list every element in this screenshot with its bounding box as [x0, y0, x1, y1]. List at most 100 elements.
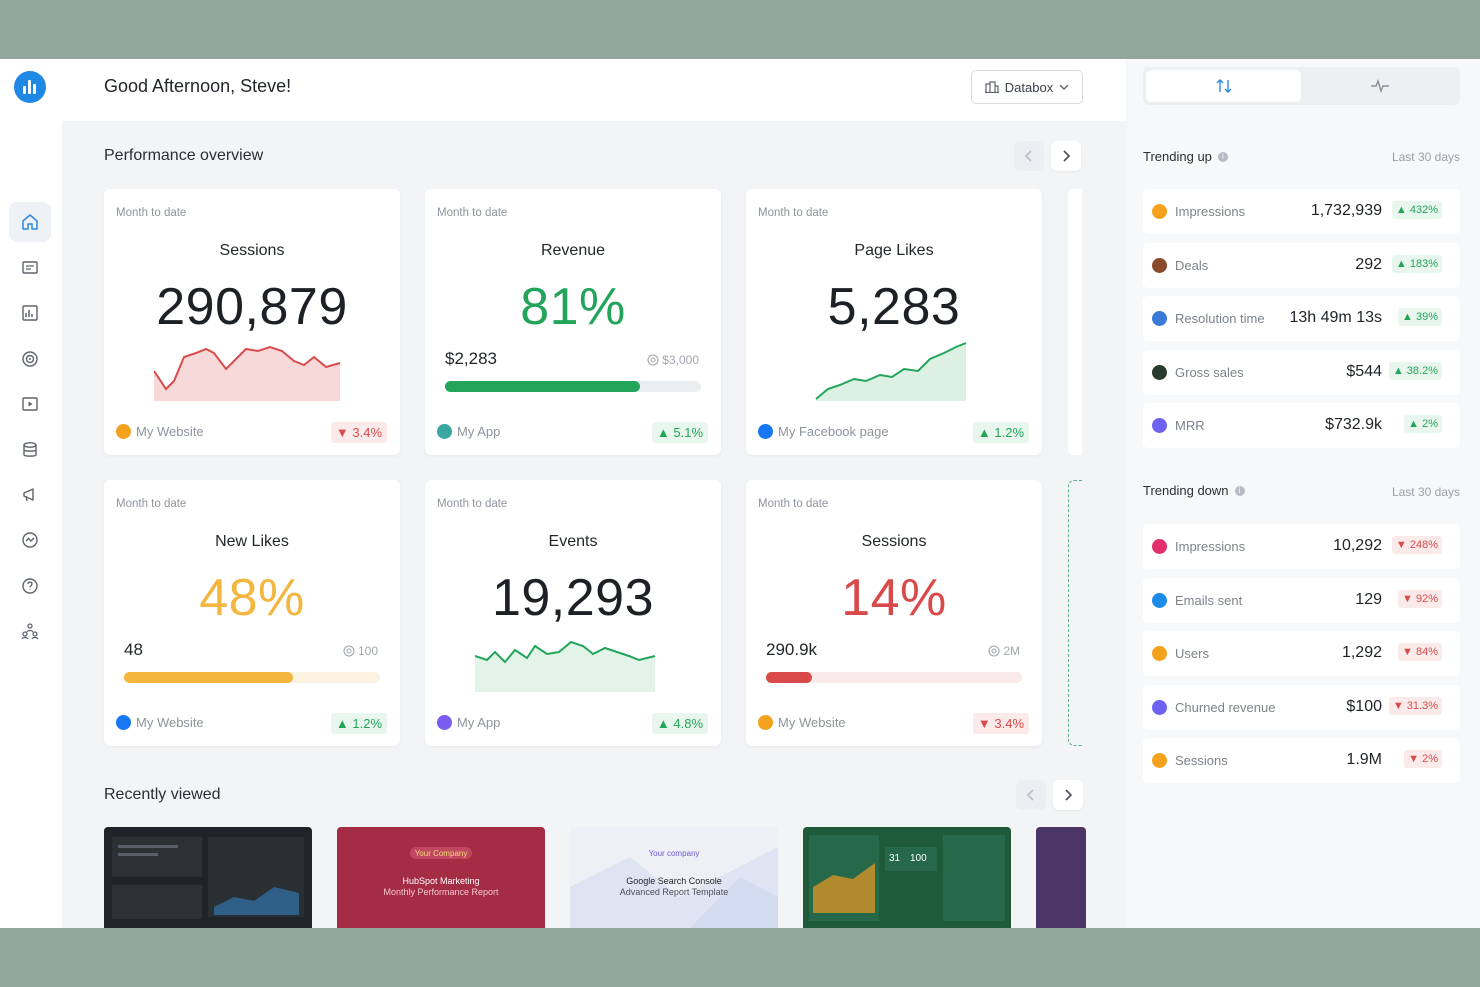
goal-target: 2M: [988, 644, 1020, 658]
recent-next-button[interactable]: [1053, 780, 1083, 810]
sidebar-item-metrics[interactable]: [9, 520, 51, 560]
trend-label: Impressions: [1175, 204, 1246, 219]
metric-card[interactable]: Month to date Page Likes 5,283 My Facebook …: [746, 189, 1042, 455]
goal-value: $3,000: [662, 353, 699, 367]
metric-card[interactable]: Month to date Revenue 81% $2,283 $3,000 My Ap…: [425, 189, 721, 455]
trend-label: Emails sent: [1175, 592, 1243, 608]
source-icon: [1152, 257, 1167, 273]
performance-prev-button[interactable]: [1014, 141, 1044, 171]
sparkline: [154, 345, 341, 401]
trend-row[interactable]: Sessions 1.9M ▼ 2%: [1143, 738, 1460, 784]
chevron-left-icon: [1025, 150, 1032, 162]
trend-label: Deals: [1175, 257, 1209, 273]
trend-value: 1,292: [1341, 644, 1382, 662]
trend-circle-icon: [22, 532, 38, 548]
performance-overview-title: Performance overview: [104, 147, 264, 164]
goal-value: 100: [357, 644, 378, 658]
trend-row[interactable]: Impressions 1,732,939 ▲ 432%: [1143, 189, 1460, 234]
metric-period: Month to date: [116, 207, 187, 219]
sidebar-item-presentations[interactable]: [9, 384, 51, 424]
databox-logo[interactable]: [14, 71, 46, 103]
sparkline-area: [475, 642, 655, 692]
sidebar: [0, 59, 62, 928]
trend-row[interactable]: Impressions 10,292 ▼ 248%: [1143, 524, 1460, 569]
play-icon: [22, 397, 38, 411]
source-icon: [758, 424, 773, 439]
metric-period: Month to date: [437, 498, 508, 510]
metric-card[interactable]: Month to date Events 19,293 My App ▲ 4.8%: [425, 480, 721, 746]
trend-row[interactable]: Users 1,292 ▼ 84%: [1143, 631, 1460, 677]
metric-value: 14%: [841, 569, 947, 627]
sidebar-item-home[interactable]: [9, 202, 51, 242]
target-icon: [22, 351, 38, 367]
change-badge: ▼ 3.4%: [330, 422, 387, 443]
trend-delta: ▲ 432%: [1391, 201, 1442, 219]
sidebar-item-reports[interactable]: [9, 293, 51, 333]
trend-row[interactable]: MRR $732.9k ▲ 2%: [1143, 403, 1460, 449]
sparkline-area: [816, 343, 966, 401]
trend-row[interactable]: Emails sent 129 ▼ 92%: [1143, 577, 1460, 623]
trend-delta: ▼ 2%: [1404, 750, 1442, 769]
trend-delta: ▲ 2%: [1404, 415, 1442, 434]
metric-card[interactable]: Month to date New Likes 48% 48 100 My Website…: [104, 480, 400, 746]
sidebar-item-dashboards[interactable]: [9, 248, 51, 288]
sidebar-item-datasets[interactable]: [9, 430, 51, 470]
source-icon: [437, 424, 452, 439]
sidebar-item-team[interactable]: [9, 611, 51, 651]
sidebar-item-help[interactable]: [9, 566, 51, 606]
target-icon: [647, 354, 659, 366]
megaphone-icon: [23, 488, 34, 502]
info-icon[interactable]: i: [1234, 485, 1245, 496]
source-name: My App: [457, 424, 501, 439]
data-source: My Website: [116, 424, 204, 439]
metric-name: Revenue: [540, 242, 606, 259]
source-icon: [116, 424, 131, 439]
goal-target: 100: [343, 644, 378, 658]
trend-row[interactable]: Resolution time 13h 49m 13s ▲ 39%: [1143, 296, 1460, 342]
thumb-company-label: Your Company: [414, 849, 468, 858]
metric-value: 81%: [520, 278, 626, 336]
trending-up-heading: Trending up i: [1143, 149, 1228, 164]
trend-row[interactable]: Churned revenue $100 ▼ 31.3%: [1143, 684, 1460, 730]
tab-activity[interactable]: [1302, 70, 1457, 102]
account-switcher[interactable]: Databox: [971, 70, 1083, 104]
target-icon: [988, 645, 1000, 657]
recent-thumb-green-dashboard[interactable]: 31 100: [803, 827, 1011, 928]
trending-up-title: Trending up: [1143, 149, 1212, 164]
recent-thumb-gsc-report[interactable]: Your company Google Search Console Advan…: [570, 827, 778, 928]
metric-card[interactable]: Month to date Sessions 14% 290.9k 2M My Websi…: [746, 480, 1042, 746]
trend-label: Resolution time: [1175, 311, 1265, 327]
trend-delta: ▲ 39%: [1398, 308, 1442, 327]
recent-prev-button[interactable]: [1016, 780, 1046, 810]
progress-value: $2,283: [445, 349, 497, 368]
sparkline-line: [154, 345, 341, 391]
metric-value: 48%: [199, 569, 305, 627]
change-badge: ▲ 1.2%: [972, 422, 1029, 443]
dashboard-preview-graphic: [112, 837, 304, 919]
recent-thumb-hubspot-report[interactable]: Your Company HubSpot Marketing Monthly P…: [337, 827, 545, 928]
trend-row[interactable]: Deals 292 ▲ 183%: [1143, 242, 1460, 288]
tab-trends[interactable]: [1146, 70, 1301, 102]
recent-thumb-purple-dashboard[interactable]: [1036, 827, 1086, 928]
metric-card[interactable]: Month to date Sessions 290,879 My Website ▼ …: [104, 189, 400, 455]
metric-period: Month to date: [758, 207, 829, 219]
sidebar-item-goals[interactable]: [9, 339, 51, 379]
source-icon: [437, 715, 452, 730]
recent-thumb-dark-dashboard[interactable]: [104, 827, 312, 928]
source-icon: [1152, 592, 1167, 608]
help-icon: [22, 578, 38, 594]
trend-label: Sessions: [1175, 753, 1228, 769]
sparkline: [815, 342, 967, 401]
pulse-icon: [1370, 79, 1389, 93]
thumb-subtitle: Advanced Report Template: [619, 887, 729, 897]
recently-viewed-title: Recently viewed: [104, 786, 221, 803]
source-name: My Website: [136, 715, 204, 730]
info-icon[interactable]: i: [1217, 151, 1228, 162]
add-metric-card-placeholder[interactable]: [1068, 480, 1082, 746]
sparkline-line: [475, 640, 656, 664]
performance-next-button[interactable]: [1051, 141, 1081, 171]
sidebar-item-alerts[interactable]: [9, 475, 51, 515]
trending-down-range: Last 30 days: [1391, 485, 1460, 499]
trend-row[interactable]: Gross sales $544 ▲ 38.2%: [1143, 349, 1460, 395]
data-source: My App: [437, 424, 500, 439]
